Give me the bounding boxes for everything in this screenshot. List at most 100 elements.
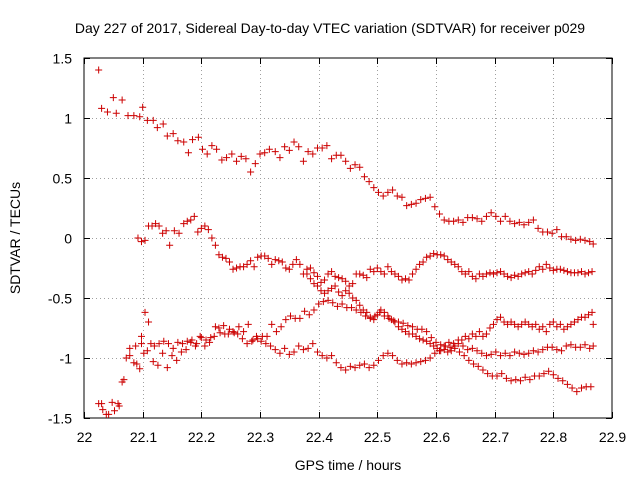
x-tick-label: 22.6 [423,429,450,445]
data-point [159,120,167,128]
data-point [115,402,123,410]
data-point [328,352,336,360]
data-point [337,151,345,159]
data-point [197,224,205,232]
data-point [482,352,490,360]
data-point [562,233,570,241]
data-point [215,324,223,332]
data-point [417,196,425,204]
data-point [407,360,415,368]
data-point [461,270,469,278]
data-point [475,270,483,278]
data-point [332,359,340,367]
data-point [487,209,495,217]
data-point [464,346,472,354]
data-point [556,320,564,328]
data-point [497,217,505,225]
data-point [573,388,581,396]
data-point [492,212,500,220]
data-point [535,372,543,380]
data-point [461,332,469,340]
data-point [257,337,265,345]
data-point [356,270,364,278]
data-point [567,320,575,328]
data-point [570,318,578,326]
y-tick-label: -1.5 [48,411,72,427]
data-point [500,318,508,326]
data-point [292,256,300,264]
data-point [412,265,420,273]
data-point [468,330,476,338]
data-point [423,337,431,345]
data-point [430,342,438,350]
y-axis-tick-labels: -1.5 -1 -0.5 0 0.5 1 1.5 [48,51,72,427]
data-point [470,360,478,368]
data-point [468,344,476,352]
data-point [163,364,171,372]
data-point [295,143,303,151]
data-point [148,222,156,230]
data-point [504,320,512,328]
data-point [349,294,357,302]
data-point [261,252,269,260]
data-point [190,212,198,220]
data-point [168,352,176,360]
data-point [218,253,226,261]
data-point [409,330,417,338]
data-point [384,263,392,271]
data-point [398,276,406,284]
data-point [479,272,487,280]
data-point [588,308,596,316]
data-point [387,316,395,324]
data-point [362,312,370,320]
data-point [345,282,353,290]
data-point [310,306,318,314]
data-point [276,154,284,162]
data-point [391,318,399,326]
data-point [560,266,568,274]
data-point [501,349,509,357]
data-point [486,269,494,277]
data-point [459,342,467,350]
data-points [95,66,597,418]
data-point [445,338,453,346]
data-point [313,272,321,280]
data-point [543,228,551,236]
data-point [546,264,554,272]
data-point [479,366,487,374]
data-point [282,316,290,324]
data-point [282,264,290,272]
data-point [454,340,462,348]
data-point [553,346,561,354]
data-point [460,352,468,360]
data-point [423,328,431,336]
data-point [363,308,371,316]
data-point [299,346,307,354]
data-point [321,276,329,284]
data-point [588,268,596,276]
data-point [225,258,233,266]
data-point [206,338,214,346]
data-point [233,157,241,165]
data-point [120,376,128,384]
data-point [426,354,434,362]
data-point [539,323,547,331]
data-point [521,318,529,326]
data-point [465,335,473,343]
data-point [380,308,388,316]
data-point [506,352,514,360]
data-point [108,398,116,406]
data-point [281,344,289,352]
data-point [493,372,501,380]
data-point [112,109,120,117]
data-point [328,155,336,163]
data-point [525,218,533,226]
data-point [525,320,533,328]
data-point [315,300,323,308]
data-point [589,240,597,248]
data-point [585,269,593,277]
data-point [431,349,439,357]
data-point [393,356,401,364]
data-point [525,349,533,357]
data-point [155,222,163,230]
